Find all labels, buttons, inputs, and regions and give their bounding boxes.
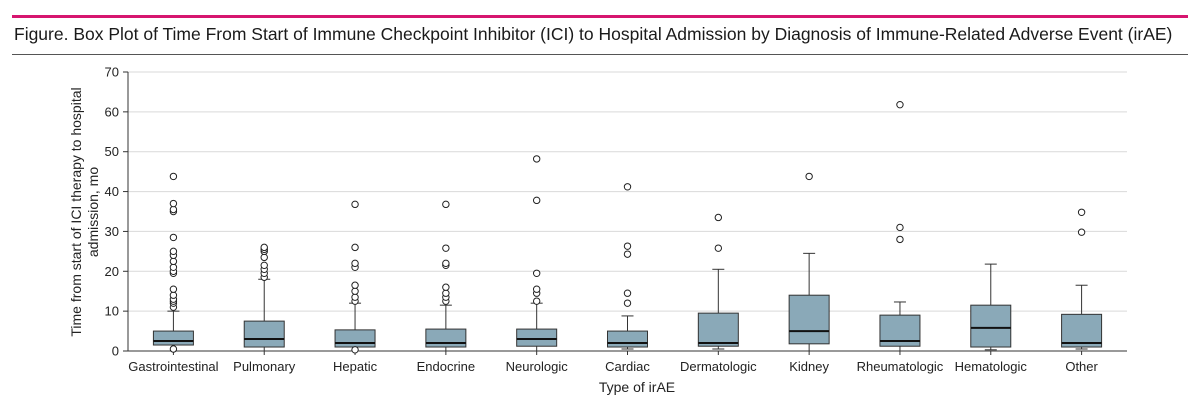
outlier-point	[169, 205, 178, 214]
y-axis-title-line-2: admission, mo	[85, 167, 101, 257]
iqr-box	[425, 328, 467, 348]
title-divider	[12, 54, 1188, 55]
y-tick-label: 60	[105, 104, 119, 119]
outlier-point	[351, 200, 359, 209]
y-tick-label: 70	[105, 65, 119, 80]
outlier-point	[169, 199, 178, 208]
x-tick-label: Hematologic	[955, 359, 1028, 374]
iqr-box	[243, 320, 285, 348]
outlier-point	[896, 223, 904, 232]
outlier-point	[351, 346, 359, 354]
outlier-point	[896, 235, 904, 244]
iqr-box	[152, 330, 194, 346]
outlier-point	[351, 243, 359, 252]
gridlines	[128, 71, 1127, 312]
outlier-point	[623, 289, 632, 297]
outlier-point	[442, 259, 450, 268]
outlier-point	[623, 242, 632, 250]
box-cardiac	[607, 183, 648, 350]
x-tick-label: Endocrine	[417, 359, 476, 374]
box-kidney	[788, 172, 830, 352]
outlier-point	[532, 269, 541, 277]
outlier-point	[169, 345, 178, 353]
box-gastrointestinal	[152, 172, 194, 353]
x-tick-label: Kidney	[789, 359, 829, 374]
outlier-point	[805, 172, 813, 181]
y-tick-label: 50	[105, 144, 119, 159]
outlier-point	[351, 287, 359, 295]
outlier-point	[532, 285, 541, 293]
outlier-point	[442, 283, 450, 291]
outlier-point	[714, 244, 723, 252]
top-accent-rule	[12, 15, 1188, 18]
iqr-box	[970, 304, 1012, 348]
y-tick-label: 10	[105, 304, 119, 319]
box-neurologic	[516, 155, 558, 352]
box-pulmonary	[243, 243, 285, 352]
outlier-point	[169, 247, 178, 256]
outlier-point	[260, 253, 268, 262]
x-axis-ticks: Gastrointestinal Pulmonary Hepatic Endocrin…	[128, 351, 1099, 374]
iqr-box	[334, 329, 376, 348]
outlier-point	[442, 200, 450, 209]
iqr-box	[788, 294, 830, 345]
outlier-point	[1077, 208, 1086, 216]
outlier-point	[623, 183, 632, 191]
outlier-point	[169, 257, 178, 266]
outlier-point	[532, 155, 541, 163]
outlier-point	[351, 259, 359, 268]
x-axis-title: Type of irAE	[599, 379, 675, 395]
outlier-point	[260, 261, 268, 270]
outlier-point	[351, 281, 359, 289]
x-tick-label: Dermatologic	[680, 359, 757, 374]
iqr-box	[607, 330, 648, 348]
x-tick-label: Other	[1065, 359, 1098, 374]
box-hepatic	[334, 200, 376, 354]
outlier-point	[532, 297, 541, 305]
outlier-point	[714, 213, 723, 222]
outlier-point	[623, 250, 632, 258]
y-tick-label: 30	[105, 224, 119, 239]
y-tick-label: 20	[105, 264, 119, 279]
box-rheumatologic	[879, 100, 921, 352]
y-axis-title: Time from start of ICI therapy to hospit…	[68, 87, 101, 336]
x-tick-label: Cardiac	[605, 359, 650, 374]
x-tick-label: Neurologic	[506, 359, 569, 374]
figure-title: Figure. Box Plot of Time From Start of I…	[14, 24, 1173, 44]
x-tick-label: Gastrointestinal	[128, 359, 218, 374]
outlier-point	[442, 289, 450, 297]
outlier-point	[442, 244, 450, 252]
outlier-point	[623, 299, 632, 307]
outlier-point	[169, 285, 178, 293]
boxes	[152, 100, 1103, 354]
iqr-box	[516, 328, 558, 347]
y-tick-label: 0	[112, 344, 119, 359]
outlier-point	[1077, 228, 1086, 236]
outlier-point	[169, 291, 178, 299]
y-tick-label: 40	[105, 184, 119, 199]
box-endocrine	[425, 200, 467, 352]
x-tick-label: Pulmonary	[233, 359, 296, 374]
outlier-point	[896, 100, 904, 109]
box-other	[1061, 208, 1103, 350]
outlier-point	[532, 196, 541, 205]
outlier-point	[169, 233, 178, 242]
x-tick-label: Rheumatologic	[857, 359, 944, 374]
outlier-point	[169, 172, 178, 181]
outlier-point	[351, 293, 359, 301]
box-dermatologic	[697, 213, 739, 350]
outlier-point	[169, 263, 178, 271]
outlier-point	[260, 243, 268, 252]
iqr-box	[697, 312, 739, 347]
iqr-box	[1061, 313, 1103, 348]
y-axis-ticks: 0 10 20 30 40 50 60 70	[105, 65, 128, 359]
box-hematologic	[970, 263, 1012, 351]
y-axis-title-line-1: Time from start of ICI therapy to hospit…	[68, 87, 84, 336]
x-tick-label: Hepatic	[333, 359, 378, 374]
